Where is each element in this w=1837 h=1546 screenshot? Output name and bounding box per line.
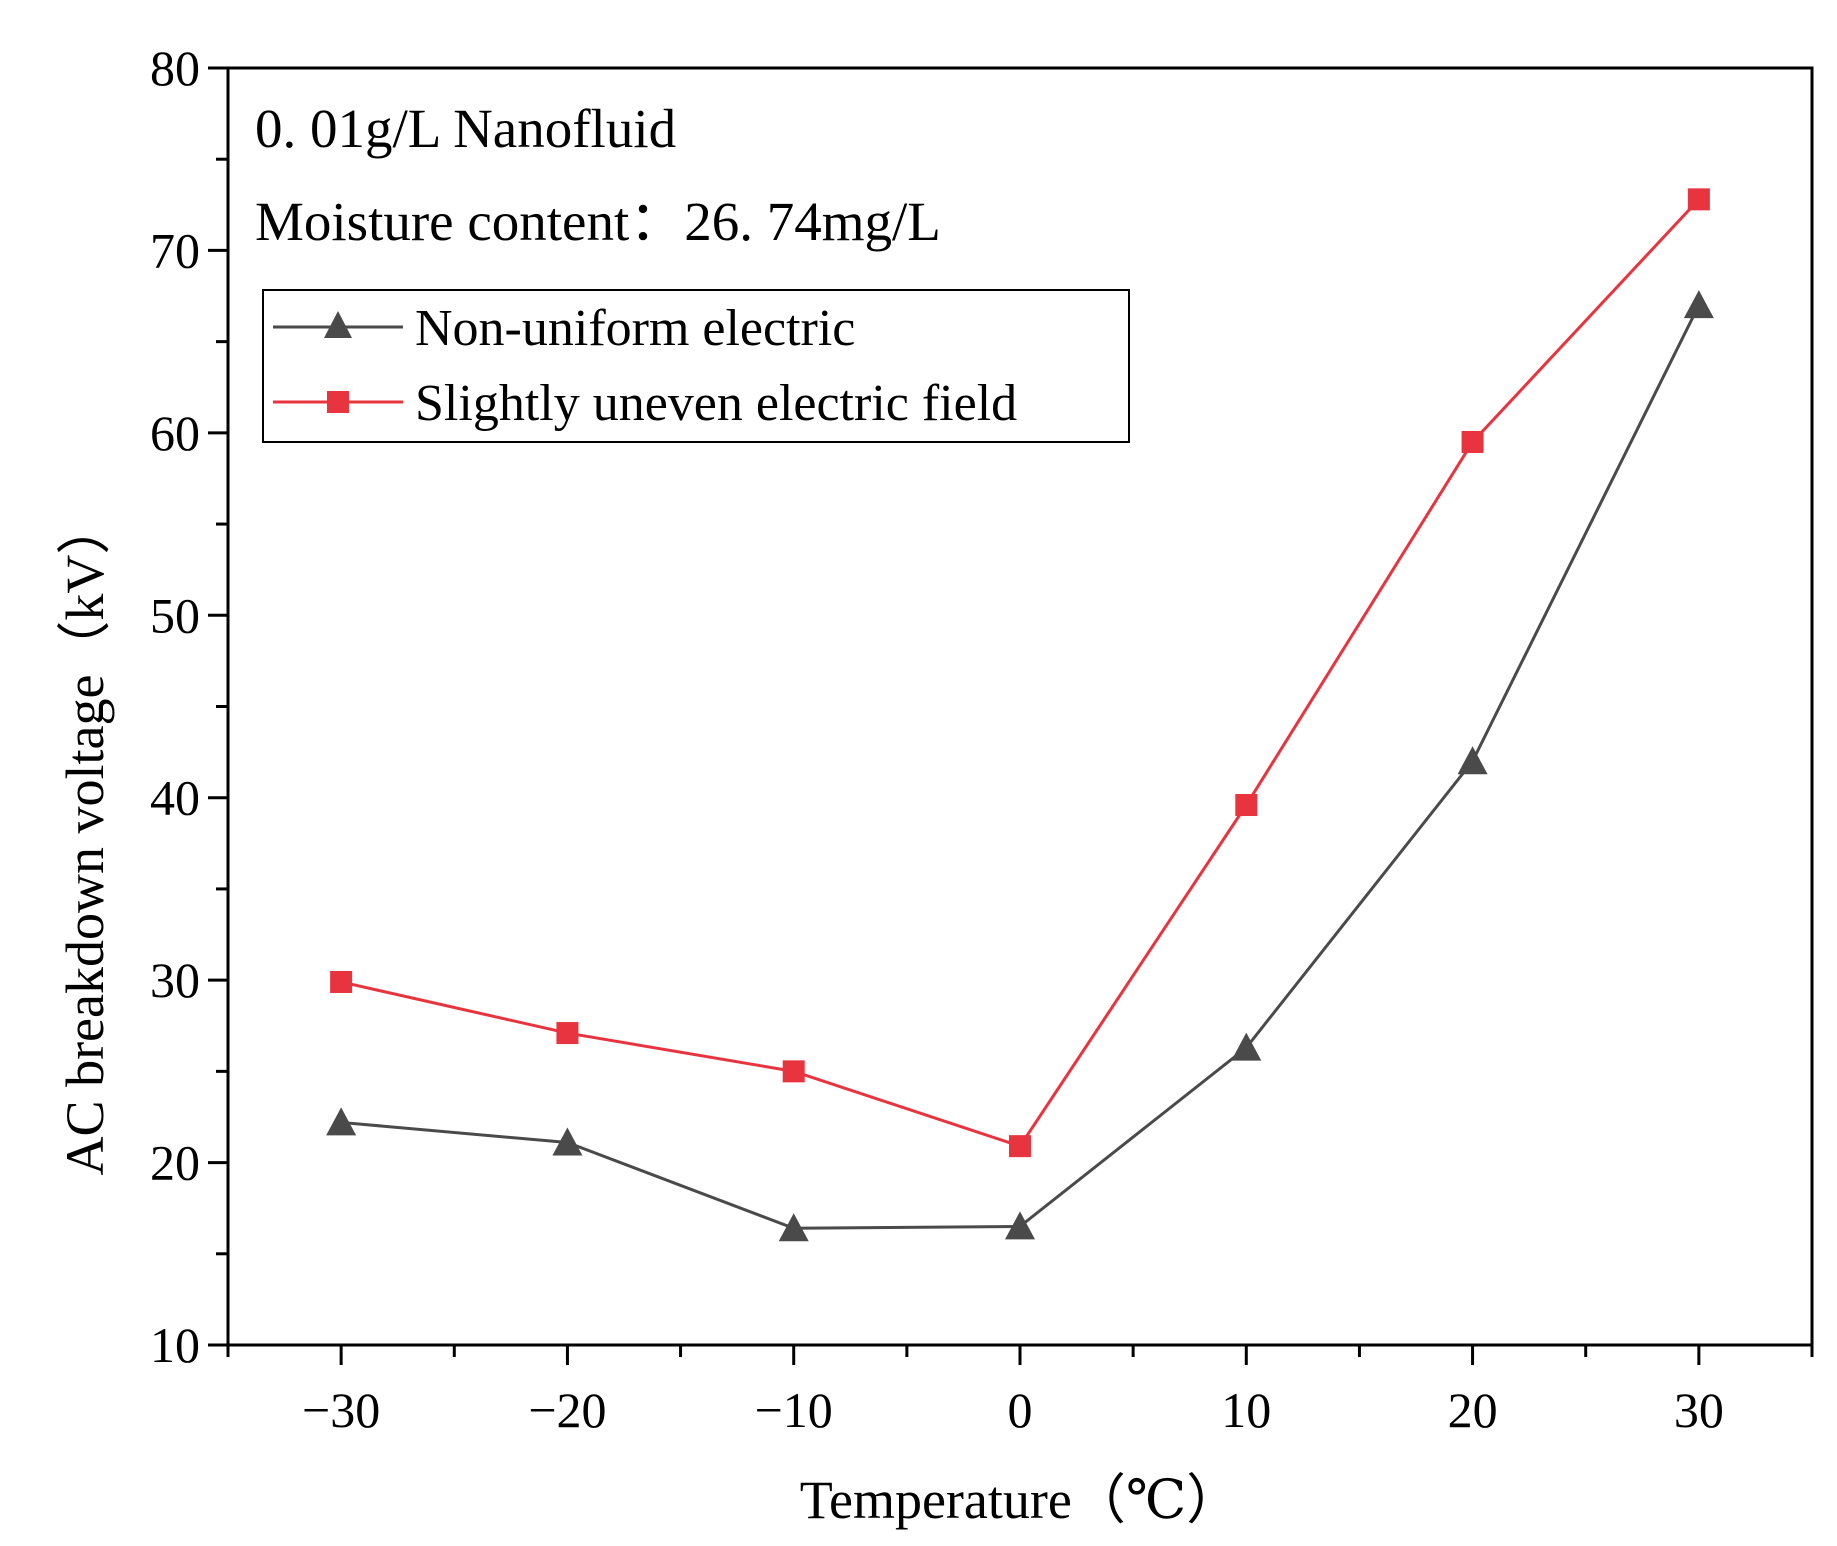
data-point-triangle: [1683, 290, 1714, 319]
data-point-square: [1687, 188, 1710, 211]
legend-marker-triangle: [324, 311, 352, 338]
data-point-square: [1009, 1135, 1031, 1158]
data-point-square: [556, 1022, 579, 1045]
data-point-square: [1235, 794, 1258, 817]
data-point-triangle: [778, 1213, 809, 1242]
axis-ticks: −30 −20 −10 0 10 20 30 10 20 30 40 50 60 70 80: [150, 40, 1814, 1438]
y-tick-label: 60: [150, 405, 200, 461]
x-tick-label: 0: [1008, 1382, 1033, 1438]
data-point-triangle: [326, 1107, 357, 1136]
legend-label-slightly-uneven: Slightly uneven electric field: [415, 375, 1017, 432]
y-tick-label: 40: [150, 770, 200, 826]
x-tick-label: −20: [528, 1382, 606, 1438]
legend: Non-uniform electric Slightly uneven ele…: [262, 289, 1130, 443]
data-point-triangle: [552, 1127, 583, 1156]
annotation-moisture: Moisture content：26. 74mg/L: [255, 191, 941, 252]
y-tick-label: 70: [150, 222, 200, 278]
y-tick-label: 30: [150, 952, 200, 1008]
data-point-square: [782, 1060, 805, 1083]
series-line-0: [341, 304, 1701, 1230]
data-point-square: [330, 970, 353, 993]
legend-label-non-uniform: Non-uniform electric: [415, 300, 855, 357]
y-axis-title: AC breakdown voltage（kV）: [55, 501, 115, 1176]
data-point-triangle: [1231, 1032, 1262, 1061]
y-tick-label: 10: [150, 1317, 200, 1373]
x-tick-label: −10: [755, 1382, 833, 1438]
y-tick-label: 50: [150, 587, 200, 643]
data-point-square: [1461, 430, 1484, 453]
x-tick-label: 10: [1221, 1382, 1271, 1438]
legend-marker-square: [327, 391, 349, 413]
x-tick-label: −30: [302, 1382, 380, 1438]
data-point-triangle: [1457, 746, 1488, 775]
annotation-concentration: 0. 01g/L Nanofluid: [255, 98, 676, 159]
y-tick-label: 20: [150, 1135, 200, 1191]
y-tick-label: 80: [150, 40, 200, 96]
data-point-triangle: [1005, 1211, 1035, 1240]
x-tick-label: 30: [1674, 1382, 1724, 1438]
x-tick-label: 20: [1448, 1382, 1498, 1438]
series-layer: [326, 188, 1714, 1242]
x-axis-title: Temperature（℃）: [800, 1470, 1240, 1530]
legend-box: [262, 289, 1130, 443]
